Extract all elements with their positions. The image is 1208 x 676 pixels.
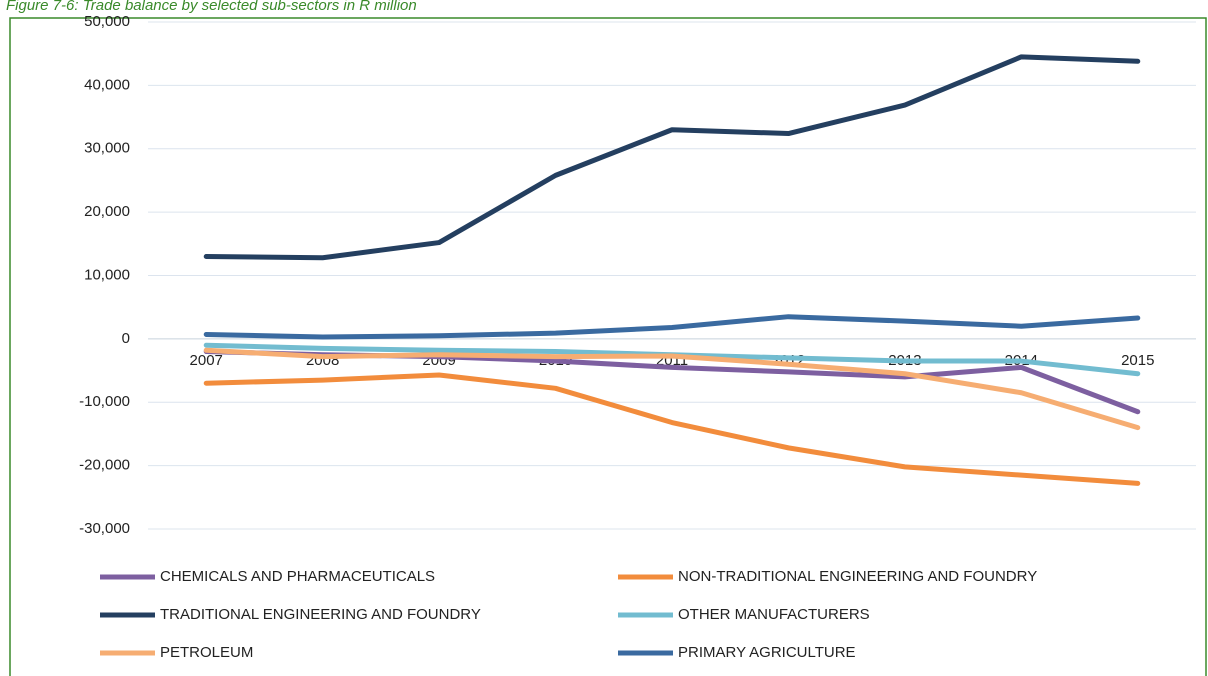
y-tick-label: -20,000 xyxy=(79,457,130,474)
y-tick-label: 30,000 xyxy=(84,140,130,157)
y-tick-label: -30,000 xyxy=(79,520,130,537)
series-line xyxy=(203,314,1141,340)
frame xyxy=(9,17,1207,676)
y-tick-label: 20,000 xyxy=(84,203,130,220)
legend-label: NON-TRADITIONAL ENGINEERING AND FOUNDRY xyxy=(678,568,1037,585)
series-line xyxy=(203,372,1141,486)
y-tick-label: 40,000 xyxy=(84,76,130,93)
legend-label: TRADITIONAL ENGINEERING AND FOUNDRY xyxy=(160,606,481,623)
y-tick-label: 10,000 xyxy=(84,266,130,283)
x-tick-label: 2015 xyxy=(1121,352,1154,369)
y-tick-label: 0 xyxy=(122,330,130,347)
y-tick-label: 50,000 xyxy=(84,13,130,30)
x-tick-label: 2007 xyxy=(190,352,223,369)
legend-label: PETROLEUM xyxy=(160,644,253,661)
chart-title: Figure 7-6: Trade balance by selected su… xyxy=(6,0,417,14)
series-line xyxy=(203,347,1141,431)
series-line xyxy=(203,54,1141,261)
legend-label: CHEMICALS AND PHARMACEUTICALS xyxy=(160,568,435,585)
legend-label: PRIMARY AGRICULTURE xyxy=(678,644,856,661)
y-tick-label: -10,000 xyxy=(79,393,130,410)
legend-label: OTHER MANUFACTURERS xyxy=(678,606,870,623)
